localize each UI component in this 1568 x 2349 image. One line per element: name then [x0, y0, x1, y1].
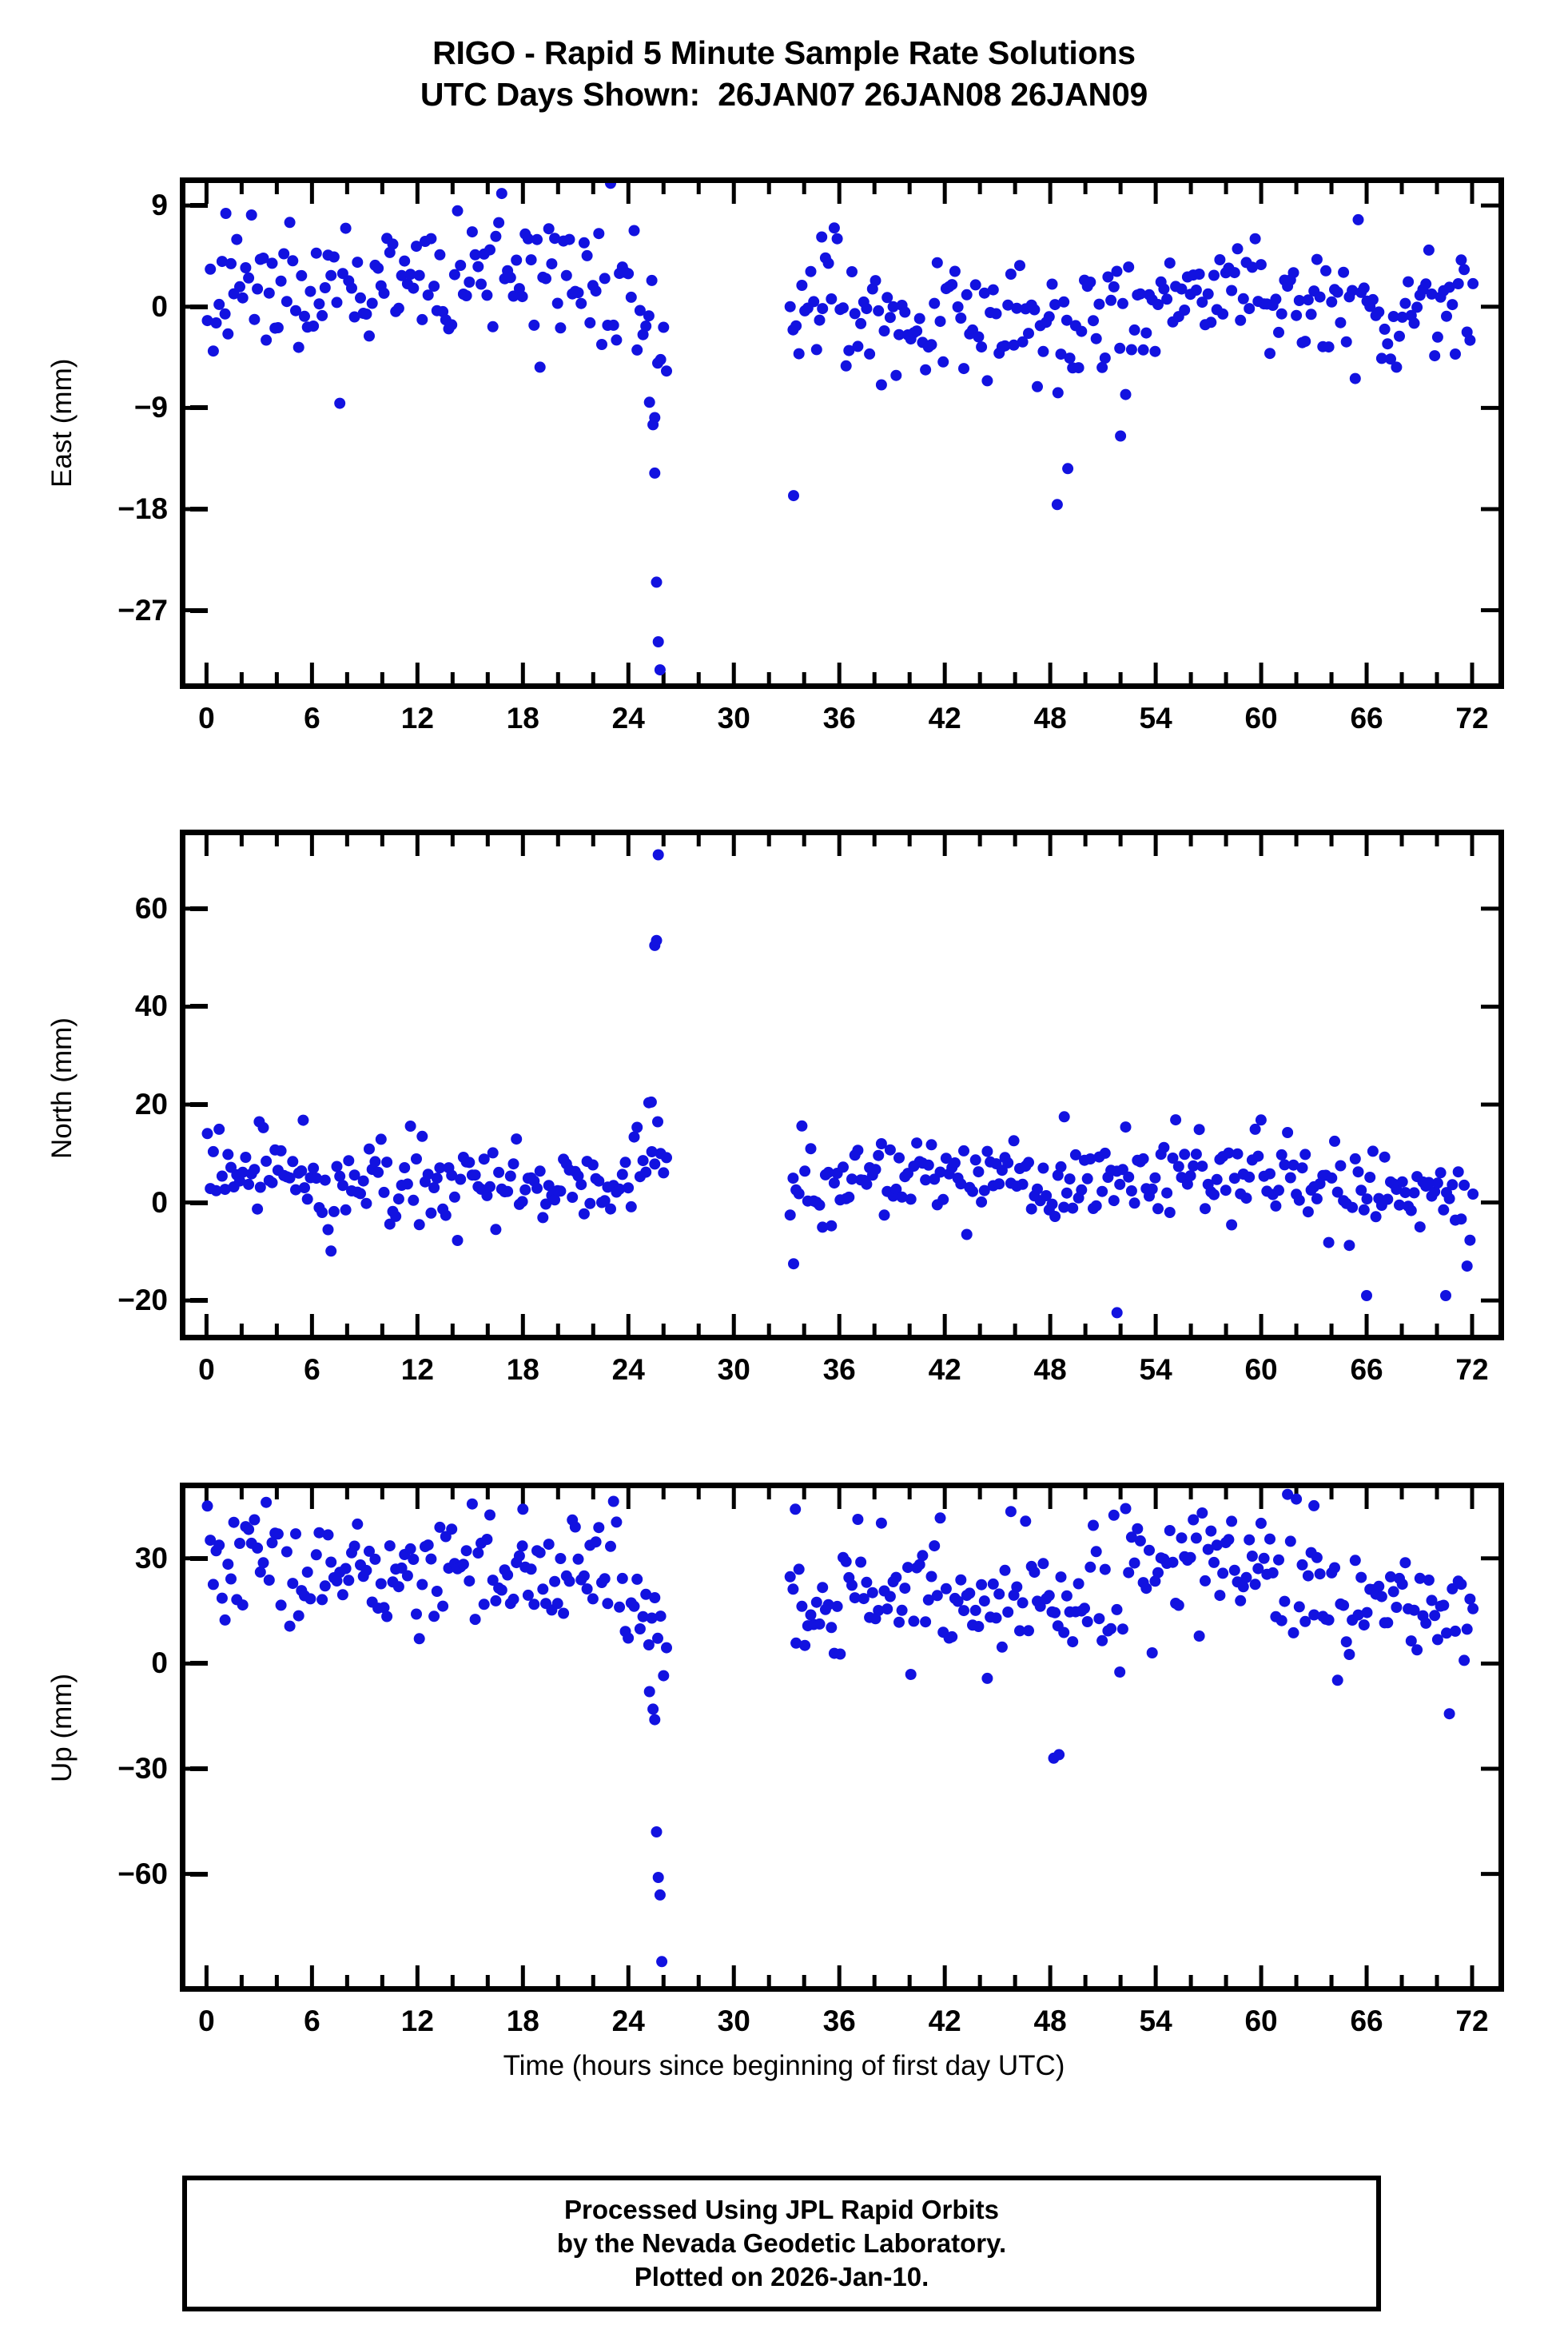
- y-tick-mark-up-2: [190, 1766, 208, 1771]
- y-tick-mark-north-2: [190, 1102, 208, 1107]
- x-tick-label-north-5: 30: [717, 1353, 750, 1386]
- x-tick-label-north-10: 60: [1244, 1353, 1278, 1386]
- y-tick-mark-east-4: [190, 607, 208, 613]
- scatter-canvas-north: [185, 835, 1498, 1335]
- scatter-canvas-up: [185, 1488, 1498, 1986]
- x-tick-label-up-6: 36: [822, 2005, 856, 2037]
- footer-line-1: Processed Using JPL Rapid Orbits: [563, 2195, 1000, 2224]
- y-tick-label-north-3: 0: [151, 1185, 168, 1219]
- y-tick-mark-up-0: [190, 1555, 208, 1561]
- y-tick-mark-north-0: [190, 906, 208, 911]
- x-tick-label-east-0: 0: [198, 702, 215, 735]
- y-tick-label-up-1: 0: [151, 1646, 168, 1680]
- x-tick-label-north-4: 24: [611, 1353, 645, 1386]
- y-tick-label-east-3: −18: [117, 492, 168, 525]
- y-tick-label-north-0: 60: [134, 891, 168, 925]
- x-tick-label-east-12: 72: [1455, 702, 1489, 735]
- y-tick-mark-east-0: [190, 203, 208, 209]
- plot-area-east: [185, 183, 1498, 683]
- x-tick-label-north-7: 42: [928, 1353, 961, 1386]
- x-tick-label-east-3: 18: [506, 702, 539, 735]
- x-tick-label-up-5: 30: [717, 2005, 750, 2037]
- y-tick-labels-up: 30 0 −30 −60: [28, 1483, 208, 1992]
- x-tick-label-up-1: 6: [304, 2005, 320, 2037]
- y-tick-label-up-3: −60: [117, 1857, 168, 1890]
- y-tick-mark-east-1: [190, 304, 208, 309]
- x-tick-label-north-2: 12: [400, 1353, 434, 1386]
- y-tick-mark-north-3: [190, 1200, 208, 1205]
- y-tick-mark-north-1: [190, 1004, 208, 1009]
- x-tick-labels-up: 0 6 12 18 24 30 36 42 48 54 60 66 72: [0, 2005, 1568, 2044]
- x-tick-label-east-1: 6: [304, 702, 320, 735]
- y-tick-labels-east: 9 0 −9 −18 −27: [28, 177, 208, 689]
- x-tick-label-east-11: 66: [1350, 702, 1383, 735]
- x-tick-label-east-9: 54: [1139, 702, 1172, 735]
- x-axis-label: Time (hours since beginning of first day…: [503, 2050, 1065, 2081]
- x-tick-label-north-11: 66: [1350, 1353, 1383, 1386]
- x-tick-label-east-10: 60: [1244, 702, 1278, 735]
- chart-panel-up: [180, 1483, 1504, 1992]
- x-tick-label-north-0: 0: [198, 1353, 215, 1386]
- x-tick-label-up-10: 60: [1244, 2005, 1278, 2037]
- y-tick-mark-up-1: [190, 1661, 208, 1666]
- x-tick-label-up-7: 42: [928, 2005, 961, 2037]
- y-tick-label-east-1: 0: [151, 289, 168, 323]
- x-tick-labels-east: 0 6 12 18 24 30 36 42 48 54 60 66 72: [0, 702, 1568, 742]
- y-tick-label-east-2: −9: [133, 391, 168, 424]
- x-tick-label-up-11: 66: [1350, 2005, 1383, 2037]
- footer-line-2: by the Nevada Geodetic Laboratory.: [556, 2228, 1007, 2258]
- plot-area-up: [185, 1488, 1498, 1986]
- y-tick-label-east-4: −27: [117, 593, 168, 627]
- y-tick-mark-up-3: [190, 1871, 208, 1877]
- x-tick-label-east-5: 30: [717, 702, 750, 735]
- x-tick-label-east-7: 42: [928, 702, 961, 735]
- footer-credit-box: Processed Using JPL Rapid Orbits by the …: [182, 2176, 1381, 2311]
- y-tick-label-up-2: −30: [117, 1751, 168, 1785]
- footer-line-3: Plotted on 2026-Jan-10.: [634, 2262, 929, 2291]
- x-tick-label-east-4: 24: [611, 702, 645, 735]
- y-tick-label-up-0: 30: [134, 1541, 168, 1575]
- x-tick-label-up-4: 24: [611, 2005, 645, 2037]
- x-tick-label-north-1: 6: [304, 1353, 320, 1386]
- x-tick-label-north-6: 36: [822, 1353, 856, 1386]
- x-tick-label-up-12: 72: [1455, 2005, 1489, 2037]
- x-tick-label-east-8: 48: [1033, 702, 1067, 735]
- x-tick-label-up-3: 18: [506, 2005, 539, 2037]
- y-tick-label-north-2: 20: [134, 1088, 168, 1121]
- x-tick-label-north-9: 54: [1139, 1353, 1172, 1386]
- y-tick-label-east-0: 9: [151, 189, 168, 222]
- x-tick-label-east-6: 36: [822, 702, 856, 735]
- title-line-1: RIGO - Rapid 5 Minute Sample Rate Soluti…: [432, 34, 1136, 71]
- y-tick-mark-north-4: [190, 1298, 208, 1304]
- y-tick-label-north-4: −20: [117, 1284, 168, 1317]
- y-tick-mark-east-2: [190, 405, 208, 411]
- x-tick-label-north-8: 48: [1033, 1353, 1067, 1386]
- y-tick-label-north-1: 40: [134, 989, 168, 1023]
- x-tick-label-north-3: 18: [506, 1353, 539, 1386]
- x-tick-label-up-0: 0: [198, 2005, 215, 2037]
- x-tick-label-up-8: 48: [1033, 2005, 1067, 2037]
- plot-area-north: [185, 835, 1498, 1335]
- x-tick-label-up-2: 12: [400, 2005, 434, 2037]
- x-tick-label-north-12: 72: [1455, 1353, 1489, 1386]
- title-line-2: UTC Days Shown: 26JAN07 26JAN08 26JAN09: [420, 76, 1148, 113]
- plot-title-block: RIGO - Rapid 5 Minute Sample Rate Soluti…: [0, 32, 1568, 115]
- y-tick-labels-north: 60 40 20 0 −20: [28, 830, 208, 1340]
- scatter-canvas-east: [185, 183, 1498, 683]
- chart-panel-north: [180, 830, 1504, 1340]
- chart-panel-east: [180, 177, 1504, 689]
- x-tick-labels-north: 0 6 12 18 24 30 36 42 48 54 60 66 72: [0, 1353, 1568, 1393]
- x-tick-label-east-2: 12: [400, 702, 434, 735]
- y-tick-mark-east-3: [190, 506, 208, 512]
- x-tick-label-up-9: 54: [1139, 2005, 1172, 2037]
